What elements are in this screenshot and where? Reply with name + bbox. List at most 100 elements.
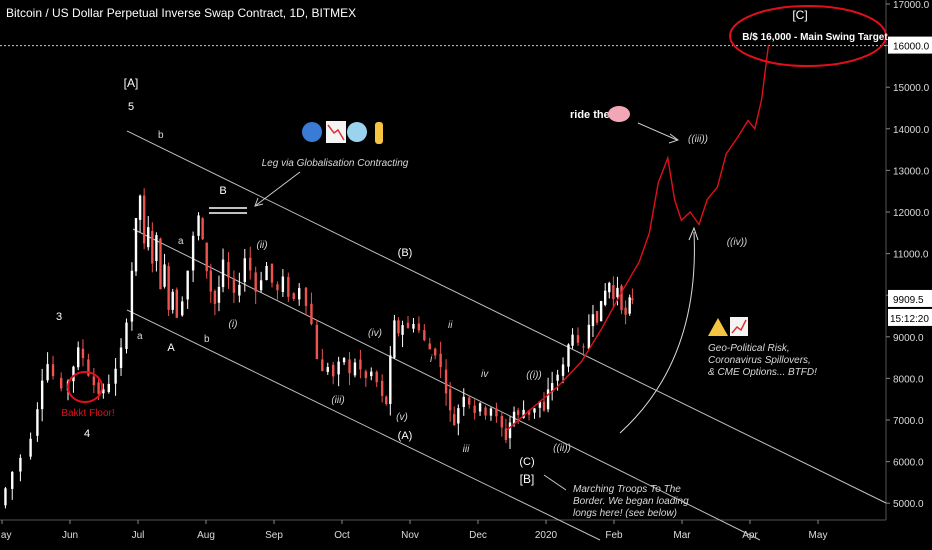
- candle-body: [401, 325, 404, 335]
- candle-body: [595, 311, 599, 323]
- candle-body: [163, 264, 166, 287]
- candle-body: [321, 359, 324, 372]
- target-annotation: B/$ 16,000 - Main Swing Target: [742, 32, 888, 43]
- candle-body: [40, 380, 44, 410]
- candle-body: [315, 324, 319, 359]
- wave-label-5: 5: [128, 101, 134, 113]
- ride-the-label: ride the: [570, 109, 610, 121]
- candle-body: [576, 335, 580, 343]
- price-tick-label: 14000.0: [893, 125, 930, 136]
- channel-lower-line: [126, 309, 601, 541]
- candle-body: [213, 290, 217, 304]
- troops-note-line-1: Marching Troops To The: [573, 484, 681, 495]
- candle-body: [353, 362, 357, 376]
- candle-body: [304, 287, 308, 306]
- wave-label-b: b: [158, 130, 164, 141]
- candle-body: [265, 265, 268, 281]
- globe-icon: [302, 122, 322, 142]
- candle-body: [186, 270, 189, 300]
- candle-body: [556, 374, 559, 381]
- wave-label-i: i: [430, 354, 433, 365]
- price-tick-label: 15000.0: [893, 83, 930, 94]
- candle-body: [434, 348, 437, 356]
- candle-body: [167, 266, 170, 310]
- wave-label-a-low: a: [137, 331, 143, 342]
- chart-down-icon-line: [327, 124, 345, 141]
- candle-body: [81, 348, 85, 359]
- candle-body: [175, 289, 178, 318]
- candle-body: [571, 334, 574, 346]
- candle-body: [221, 259, 225, 288]
- candle-body: [209, 270, 212, 292]
- time-tick-label: May: [0, 530, 11, 541]
- price-axis[interactable]: [886, 0, 932, 550]
- candle-body: [591, 314, 595, 327]
- point-down-icon: [375, 122, 383, 144]
- candle-body: [254, 272, 257, 292]
- candle-body: [439, 353, 442, 368]
- candle-body: [4, 488, 7, 506]
- ride-arrow-line: [637, 122, 678, 141]
- candle-body: [542, 401, 546, 411]
- candle-body: [417, 323, 421, 331]
- candle-body: [385, 396, 388, 404]
- wave-label-ii-paren: (ii): [256, 240, 267, 251]
- candle-body: [238, 284, 241, 296]
- candle-body: [72, 366, 75, 382]
- candle-body: [504, 428, 508, 440]
- candle-body: [92, 376, 96, 386]
- candle-body: [359, 359, 362, 370]
- bakkt-floor-label: Bakkt Floor!: [61, 408, 114, 419]
- candle-body: [51, 364, 55, 377]
- last-price-label: 9909.5: [893, 295, 924, 306]
- bakkt-ellipse: [67, 371, 103, 403]
- candle-body: [616, 287, 619, 298]
- candle-body: [270, 263, 274, 283]
- time-tick-label: Feb: [605, 530, 623, 541]
- candle-body: [500, 415, 504, 428]
- candle-body: [197, 215, 200, 236]
- wave-label-C-major: [C]: [792, 8, 807, 22]
- pig-icon: [608, 106, 630, 122]
- candle-body: [473, 405, 476, 413]
- candle-body: [114, 368, 117, 384]
- chart-up-icon: [730, 317, 748, 336]
- candle-body: [155, 235, 158, 262]
- wave-label-3: 3: [56, 311, 62, 323]
- price-tick-label: 17000.0: [893, 0, 930, 11]
- candle-body: [587, 324, 591, 349]
- wave-label-A-major: [A]: [124, 76, 139, 90]
- candle-body: [478, 403, 482, 412]
- curved-arrow: [619, 231, 695, 434]
- candle-body: [119, 347, 123, 368]
- risk-note-line-1: Geo-Political Risk,: [708, 343, 790, 354]
- wave-label-iii-paren: (iii): [331, 395, 344, 406]
- candle-body: [389, 355, 392, 404]
- wave-label-iv: iv: [481, 369, 489, 380]
- candle-body: [397, 320, 400, 334]
- candle-body: [567, 344, 570, 367]
- candle-body: [227, 261, 230, 278]
- candle-body: [457, 408, 460, 424]
- candle-body: [468, 397, 471, 405]
- candle-body: [298, 288, 301, 300]
- candle-body: [620, 285, 623, 311]
- projection-line: [506, 45, 770, 431]
- candle-body: [538, 401, 542, 408]
- wave-label-iii: iii: [463, 444, 470, 455]
- time-tick-label: Oct: [334, 530, 350, 541]
- candle-body: [281, 276, 285, 293]
- candle-body: [599, 301, 603, 322]
- candle-body: [125, 322, 128, 350]
- candle-body: [102, 389, 105, 394]
- candle-body: [412, 323, 415, 329]
- time-tick-label: 2020: [535, 530, 558, 541]
- time-tick-label: May: [809, 530, 828, 541]
- candle-body: [201, 218, 204, 240]
- candle-body: [276, 284, 279, 291]
- candle-body: [151, 231, 154, 264]
- candle-body: [448, 389, 452, 411]
- candle-body: [19, 457, 22, 472]
- candle-body: [527, 410, 531, 415]
